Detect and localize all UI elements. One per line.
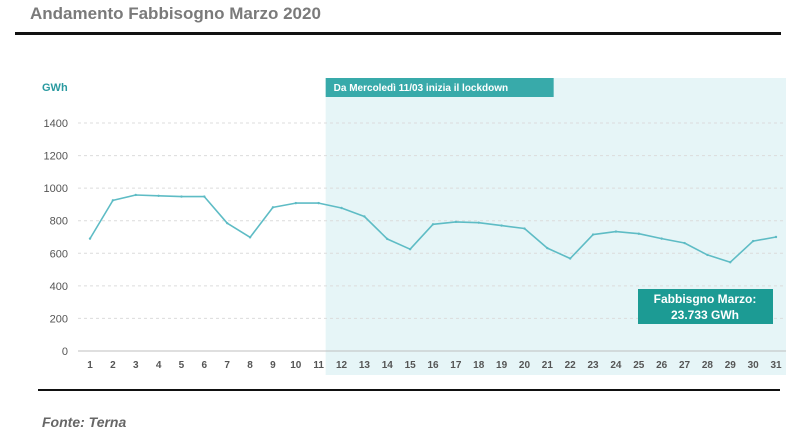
data-point: [500, 224, 503, 227]
data-point: [477, 221, 480, 224]
lockdown-banner-text: Da Mercoledì 11/03 inizia il lockdown: [334, 83, 509, 94]
x-tick-label: 4: [156, 360, 162, 371]
data-point: [729, 261, 732, 264]
data-point: [134, 193, 137, 197]
data-point: [523, 227, 526, 230]
data-point: [546, 246, 549, 250]
total-value: 23.733 GWh: [671, 308, 739, 322]
data-point: [569, 257, 572, 260]
lockdown-banner: [325, 78, 554, 97]
footer-rule: [38, 389, 780, 391]
data-point: [294, 201, 297, 205]
x-tick-label: 28: [702, 360, 714, 371]
data-point: [751, 239, 755, 243]
x-tick-label: 1: [87, 360, 93, 371]
data-point: [363, 215, 366, 218]
x-tick-label: 11: [313, 360, 324, 371]
x-tick-label: 14: [382, 360, 394, 371]
data-point: [706, 253, 709, 257]
x-tick-label: 13: [359, 360, 371, 371]
lockdown-shaded-area: [325, 78, 786, 375]
x-tick-label: 22: [565, 360, 577, 371]
source-note: Fonte: Terna: [42, 414, 127, 430]
x-tick-label: 7: [224, 360, 230, 371]
data-point: [340, 206, 343, 210]
x-tick-label: 12: [336, 360, 348, 371]
x-tick-label: 19: [496, 360, 508, 371]
total-label: Fabbisgno Marzo:: [654, 292, 757, 306]
data-point: [614, 230, 618, 233]
y-tick-label: 400: [50, 281, 68, 293]
data-point: [271, 206, 275, 209]
y-tick-label: 200: [50, 313, 68, 325]
x-tick-label: 9: [270, 360, 276, 371]
data-point: [386, 237, 389, 241]
x-tick-label: 15: [405, 360, 417, 371]
x-tick-label: 16: [427, 360, 439, 371]
data-point: [317, 201, 320, 205]
y-tick-label: 600: [50, 248, 68, 260]
x-tick-label: 10: [290, 360, 302, 371]
x-tick-label: 17: [450, 360, 462, 371]
data-point: [180, 195, 183, 198]
data-point: [454, 220, 458, 224]
page-title: Andamento Fabbisogno Marzo 2020: [30, 4, 321, 23]
data-point: [683, 241, 686, 245]
x-tick-label: 24: [610, 360, 622, 371]
x-tick-label: 5: [179, 360, 185, 371]
y-tick-label: 1000: [44, 183, 68, 195]
x-tick-label: 30: [748, 360, 760, 371]
x-tick-label: 3: [133, 360, 139, 371]
data-point: [774, 235, 778, 239]
data-point: [226, 221, 229, 225]
x-tick-label: 29: [725, 360, 737, 371]
x-tick-label: 21: [542, 360, 554, 371]
x-tick-label: 20: [519, 360, 531, 371]
data-point: [111, 199, 115, 202]
data-point: [591, 233, 595, 236]
data-point: [248, 236, 252, 239]
y-tick-label: 1400: [44, 118, 68, 130]
x-tick-label: 27: [679, 360, 691, 371]
x-tick-label: 31: [770, 360, 782, 371]
data-point: [203, 195, 206, 198]
y-tick-label: 800: [50, 216, 68, 228]
y-tick-label: 0: [62, 346, 68, 358]
x-tick-label: 23: [588, 360, 600, 371]
x-tick-label: 8: [247, 360, 253, 371]
total-box: [638, 289, 773, 324]
y-axis-unit: GWh: [42, 82, 68, 94]
y-tick-label: 1200: [44, 151, 68, 163]
data-point: [157, 194, 160, 197]
x-tick-label: 6: [202, 360, 208, 371]
data-point: [88, 237, 92, 240]
data-point: [408, 248, 412, 251]
x-tick-label: 2: [110, 360, 116, 371]
x-tick-label: 18: [473, 360, 485, 371]
data-point: [637, 232, 640, 235]
x-tick-label: 26: [656, 360, 668, 371]
title-rule: [15, 32, 781, 35]
x-tick-label: 25: [633, 360, 645, 371]
data-point: [431, 223, 435, 226]
data-point: [660, 237, 663, 240]
